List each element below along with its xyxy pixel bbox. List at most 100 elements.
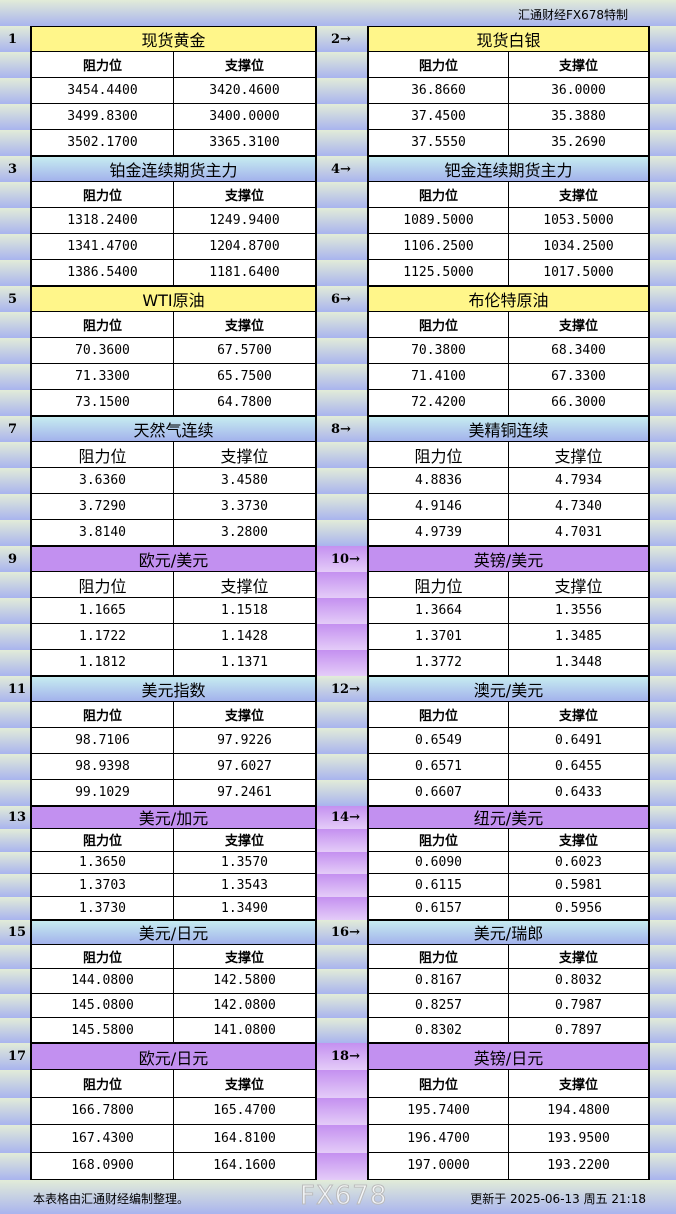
support-value: 65.7500 [217, 369, 272, 384]
support-value: 1.3570 [221, 854, 268, 870]
data-row: 99.1029 97.2461 0.6607 0.6433 [0, 780, 676, 806]
resistance-value: 0.8302 [369, 1018, 509, 1042]
data-row: 73.1500 64.7800 72.4200 66.3000 [0, 390, 676, 416]
table-row: 0.6549 0.6491 [367, 728, 650, 754]
side-cell [317, 104, 368, 130]
data-row: 1.3650 1.3570 0.6090 0.6023 [0, 851, 676, 875]
side-cell [317, 598, 368, 624]
title-row: 7 8→ 天然气连续 美精铜连续 [0, 416, 676, 442]
table-row: 0.8257 0.7987 [367, 993, 650, 1019]
block-number: 17 [8, 1049, 27, 1065]
resistance-value: 3.7290 [32, 494, 174, 519]
support-value: 1.1428 [221, 629, 268, 644]
support-header: 支撑位 [554, 576, 603, 596]
data-row: 3.6360 3.4580 4.8836 4.7934 [0, 468, 676, 494]
table-row: 168.0900 164.1600 [30, 1152, 317, 1180]
support-value: 97.2461 [217, 785, 272, 800]
support-value: 4.7934 [555, 473, 602, 488]
support-value: 0.8032 [555, 973, 602, 989]
data-row: 3.7290 3.3730 4.9146 4.7340 [0, 494, 676, 520]
data-row: 71.3300 65.7500 71.4100 67.3300 [0, 364, 676, 390]
header-row: 阻力位 支撑位 阻力位 支撑位 [0, 1070, 676, 1098]
side-cell [317, 851, 368, 875]
data-row: 1.3730 1.3490 0.6157 0.5956 [0, 897, 676, 920]
resistance-header: 阻力位 [32, 52, 174, 77]
support-header: 支撑位 [224, 319, 264, 334]
resistance-value: 70.3800 [369, 338, 509, 363]
table-row: 99.1029 97.2461 [30, 780, 317, 806]
resistance-value: 1.1665 [32, 598, 174, 623]
side-cell [317, 182, 368, 208]
side-cell [0, 338, 30, 364]
support-value: 4.7340 [555, 499, 602, 514]
support-header: 支撑位 [558, 950, 598, 966]
side-cell [0, 994, 30, 1019]
side-cell [317, 78, 368, 104]
block-number: 15 [8, 924, 27, 940]
block-number: 9 [8, 551, 18, 567]
block-number: 1 [8, 31, 18, 47]
side-cell [317, 338, 368, 364]
resistance-value: 4.8836 [369, 468, 509, 493]
table-row: 0.6157 0.5956 [367, 897, 650, 920]
table-row: 0.8302 0.7897 [367, 1018, 650, 1043]
table-row: 3502.1700 3365.3100 [30, 130, 317, 156]
block-number: 16→ [331, 924, 360, 940]
side-cell [0, 852, 30, 875]
resistance-header: 阻力位 [369, 572, 509, 597]
table-row: 1386.5400 1181.6400 [30, 260, 317, 286]
table-row: 1318.2400 1249.9400 [30, 208, 317, 234]
side-cell [317, 1152, 368, 1180]
table-row: 71.3300 65.7500 [30, 364, 317, 390]
instrument-title: 欧元/日元 [30, 1043, 317, 1071]
header-row: 阻力位 支撑位 阻力位 支撑位 [0, 182, 676, 208]
table-row: 阻力位 支撑位 [30, 312, 317, 338]
resistance-value: 3502.1700 [32, 130, 174, 155]
resistance-value: 1.1722 [32, 624, 174, 649]
instrument-title: 现货白银 [367, 26, 650, 52]
support-header: 支撑位 [558, 709, 598, 724]
side-cell [317, 1097, 368, 1126]
support-value: 36.0000 [551, 83, 606, 98]
table-row: 阻力位 支撑位 [367, 52, 650, 78]
side-cell [317, 260, 368, 286]
resistance-value: 71.3300 [32, 364, 174, 389]
resistance-value: 1.3701 [369, 624, 509, 649]
side-cell [0, 780, 30, 806]
side-cell [0, 260, 30, 286]
instrument-title: 英镑/美元 [367, 546, 650, 572]
resistance-header: 阻力位 [32, 442, 174, 467]
instrument-title: 美元/加元 [30, 806, 317, 829]
resistance-value: 36.8660 [369, 78, 509, 103]
support-value: 1.3485 [555, 629, 602, 644]
table-row: 1.1812 1.1371 [30, 650, 317, 676]
resistance-value: 98.9398 [32, 754, 174, 779]
support-header: 支撑位 [558, 319, 598, 334]
block-number: 8→ [331, 421, 351, 437]
resistance-header: 阻力位 [369, 828, 509, 851]
side-cell [317, 945, 368, 970]
resistance-value: 71.4100 [369, 364, 509, 389]
side-cell [317, 650, 368, 676]
table-row: 37.4500 35.3880 [367, 104, 650, 130]
title-row: 5 6→ WTI原油 布伦特原油 [0, 286, 676, 312]
table-row: 3454.4400 3420.4600 [30, 78, 317, 104]
support-value: 1.3543 [221, 877, 268, 893]
block-number: 10→ [317, 546, 368, 572]
instrument-block-pair: 7 8→ 天然气连续 美精铜连续 阻力位 支撑位 阻力位 支撑位 3.6360 3.4580 4.8… [0, 416, 676, 546]
support-value: 3420.4600 [209, 83, 280, 98]
resistance-value: 0.6607 [369, 780, 509, 805]
data-row: 168.0900 164.1600 197.0000 193.2200 [0, 1152, 676, 1180]
side-cell [0, 468, 30, 494]
table-row: 阻力位 支撑位 [367, 702, 650, 728]
instrument-title: 英镑/日元 [367, 1043, 650, 1071]
resistance-header: 阻力位 [369, 442, 509, 467]
resistance-value: 37.4500 [369, 104, 509, 129]
instrument-title: 美精铜连续 [367, 416, 650, 442]
support-value: 1.3448 [555, 655, 602, 670]
table-row: 3.7290 3.3730 [30, 494, 317, 520]
resistance-value: 167.4300 [32, 1125, 174, 1152]
table-row: 阻力位 支撑位 [30, 828, 317, 852]
resistance-value: 0.6090 [369, 851, 509, 874]
data-row: 145.0800 142.0800 0.8257 0.7987 [0, 993, 676, 1019]
